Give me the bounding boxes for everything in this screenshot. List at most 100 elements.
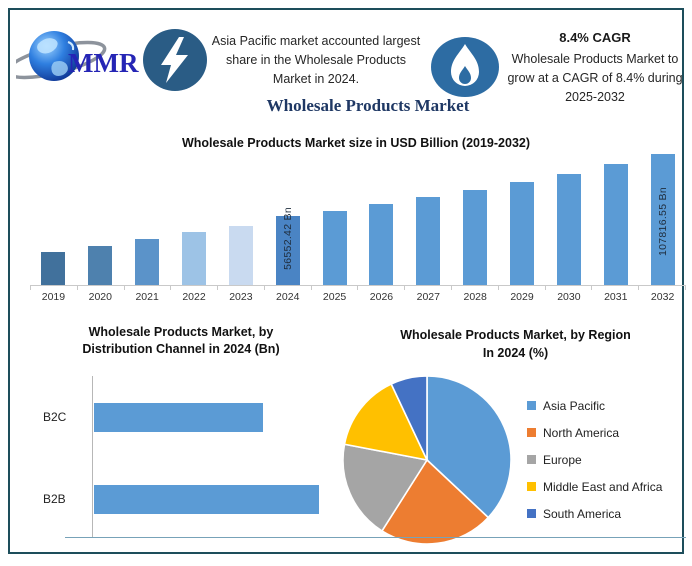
bar-2025 xyxy=(322,211,347,285)
year-label: 2031 xyxy=(604,291,628,303)
mmr-logo: MMR xyxy=(16,31,139,81)
year-label: 2022 xyxy=(182,291,206,303)
year-label: 2032 xyxy=(650,291,675,303)
axis-tick xyxy=(78,286,125,290)
year-label: 2027 xyxy=(416,291,440,303)
infographic-frame: MMR Asia Pacific market accounted larges… xyxy=(8,8,686,554)
bar-slot: 56552.42 Bn xyxy=(264,154,311,285)
bar-2028 xyxy=(463,190,488,285)
year-label: 2020 xyxy=(88,291,112,303)
bar-2024: 56552.42 Bn xyxy=(275,207,300,285)
pie-slice-south-america xyxy=(390,375,428,461)
year-label: 2019 xyxy=(41,291,66,303)
pie-legend: Asia Pacific North America Europe Middle Ea… xyxy=(527,392,662,527)
distribution-chart-plot: B2C B2B xyxy=(43,376,336,538)
axis-tick xyxy=(218,286,265,290)
legend-item: Asia Pacific xyxy=(527,392,662,419)
bar-2019 xyxy=(41,252,66,285)
year-label: 2026 xyxy=(369,291,394,303)
bar-2020 xyxy=(88,246,113,285)
year-label: 2025 xyxy=(322,291,347,303)
year-label: 2029 xyxy=(510,291,534,303)
bar-chart-title: Wholesale Products Market size in USD Bi… xyxy=(181,136,531,150)
hbar-label-b2b: B2B xyxy=(43,492,66,506)
pie-slice-asia-pacific xyxy=(426,375,512,519)
year-label: 2028 xyxy=(463,291,487,303)
bar-slot xyxy=(358,154,405,285)
axis-tick xyxy=(312,286,359,290)
hbar-label-b2c: B2C xyxy=(43,410,67,424)
flame-icon xyxy=(431,37,499,97)
axis-tick xyxy=(30,286,78,290)
distribution-title-line1: Wholesale Products Market, by xyxy=(88,325,274,339)
bar-slot: 107816.55 Bn xyxy=(639,154,686,285)
bar-2022 xyxy=(182,232,206,285)
legend-item: Europe xyxy=(527,446,662,473)
axis-tick xyxy=(358,286,406,290)
year-label: 2023 xyxy=(229,291,253,303)
bar-2029 xyxy=(510,182,535,285)
bar-slot xyxy=(77,154,124,285)
bar-slot xyxy=(30,154,77,285)
hbar-b2b xyxy=(94,485,319,514)
year-label: 2030 xyxy=(557,291,581,303)
globe-icon xyxy=(16,31,107,81)
bar-chart-plot: 56552.42 Bn 107816.55 Bn xyxy=(30,154,686,286)
distribution-title-line2: Distribution Channel in 2024 (Bn) xyxy=(82,342,280,356)
legend-item: North America xyxy=(527,419,662,446)
pie-chart xyxy=(342,375,512,545)
axis-tick xyxy=(452,286,499,290)
bar-2021 xyxy=(135,239,160,285)
pie-title-line1: Wholesale Products Market, by Region xyxy=(400,328,631,342)
legend-label: Europe xyxy=(543,452,582,467)
bar-2030 xyxy=(556,174,581,285)
axis-tick xyxy=(125,286,172,290)
legend-item: South America xyxy=(527,500,662,527)
axis-tick xyxy=(639,286,686,290)
axis-tick xyxy=(265,286,312,290)
hbar-b2c xyxy=(94,403,263,432)
pie-chart-title: Wholesale Products Market, by Region In … xyxy=(339,326,692,362)
legend-swatch xyxy=(527,428,536,437)
axis-tick xyxy=(592,286,640,290)
distribution-chart-panel: Wholesale Products Market, by Distributi… xyxy=(22,324,340,550)
pie-slice-north-america xyxy=(380,458,490,545)
legend-item: Middle East and Africa xyxy=(527,473,662,500)
bar-2023 xyxy=(228,226,253,285)
legend-label: North America xyxy=(543,425,620,440)
pie-slice-europe xyxy=(342,443,429,533)
bar-value-label: 56552.42 Bn xyxy=(281,207,294,270)
bar-slot xyxy=(405,154,452,285)
legend-swatch xyxy=(527,455,536,464)
logo-text: MMR xyxy=(68,48,139,78)
bar-slot xyxy=(452,154,499,285)
bar-2032: 107816.55 Bn xyxy=(650,154,675,285)
axis-tick xyxy=(405,286,453,290)
x-axis-ticks xyxy=(30,286,686,290)
cagr-text: Wholesale Products Market to grow at a C… xyxy=(507,52,683,104)
pie-slice-middle-east-and-africa xyxy=(343,382,429,462)
bar-2027 xyxy=(416,197,441,285)
legend-label: Asia Pacific xyxy=(543,398,606,413)
bar-slot xyxy=(171,154,218,285)
legend-label: Middle East and Africa xyxy=(543,479,663,494)
bar-slot xyxy=(499,154,546,285)
bar-2026 xyxy=(369,204,394,285)
region-pie-panel: Wholesale Products Market, by Region In … xyxy=(339,326,692,552)
legend-swatch xyxy=(527,401,536,410)
x-axis-labels: 2019 2020 2021 2022 2023 2024 2025 2026 2027 2028… xyxy=(30,291,686,303)
year-label: 2021 xyxy=(135,291,159,303)
legend-label: South America xyxy=(543,506,622,521)
bar-value-label: 107816.55 Bn xyxy=(656,187,669,256)
legend-swatch xyxy=(527,509,536,518)
legend-swatch xyxy=(527,482,536,491)
axis-tick xyxy=(546,286,593,290)
bar-2031 xyxy=(603,164,628,285)
bar-slot xyxy=(592,154,639,285)
distribution-chart-title: Wholesale Products Market, by Distributi… xyxy=(22,324,340,358)
page-title: Wholesale Products Market xyxy=(266,96,470,115)
cagr-title: 8.4% CAGR xyxy=(559,30,631,45)
bar-slot xyxy=(545,154,592,285)
bar-slot xyxy=(311,154,358,285)
bottom-divider-line xyxy=(65,537,686,538)
